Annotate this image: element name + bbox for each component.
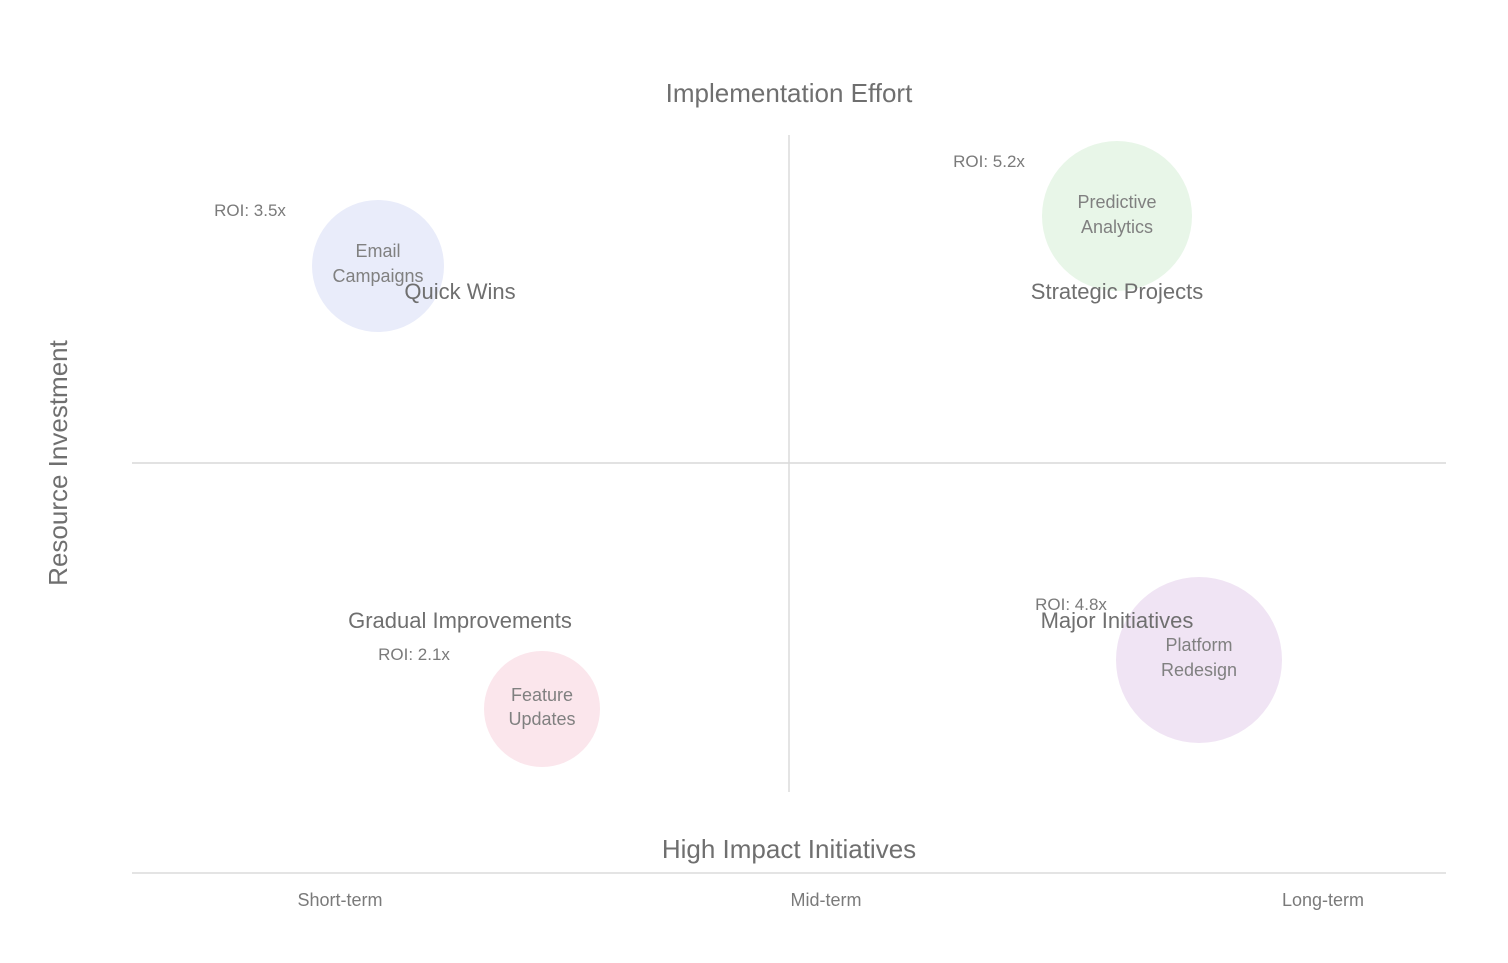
bubble-label-email-line2: Campaigns bbox=[332, 266, 423, 286]
bubble-label-predictive-line1: Predictive bbox=[1077, 192, 1156, 212]
roi-label-platform-redesign: ROI: 4.8x bbox=[1035, 595, 1107, 614]
y-axis-label: Resource Investment bbox=[43, 339, 73, 585]
quadrant-label-quick-wins: Quick Wins bbox=[404, 279, 515, 304]
roi-label-predictive-analytics: ROI: 5.2x bbox=[953, 152, 1025, 171]
bubble-label-email-line1: Email bbox=[355, 241, 400, 261]
bubble-circle-email-campaigns bbox=[312, 200, 444, 332]
quadrant-label-strategic-projects: Strategic Projects bbox=[1031, 279, 1203, 304]
bubble-email-campaigns bbox=[312, 200, 444, 332]
x-tick-mid-term: Mid-term bbox=[791, 890, 862, 910]
bubble-circle-platform-redesign bbox=[1116, 577, 1282, 743]
bubble-label-platform-line2: Redesign bbox=[1161, 660, 1237, 680]
roi-label-feature-updates: ROI: 2.1x bbox=[378, 645, 450, 664]
quadrant-label-gradual-improvements: Gradual Improvements bbox=[348, 608, 572, 633]
bubble-platform-redesign bbox=[1116, 577, 1282, 743]
x-tick-short-term: Short-term bbox=[297, 890, 382, 910]
x-tick-long-term: Long-term bbox=[1282, 890, 1364, 910]
bubble-label-feature-line2: Updates bbox=[508, 709, 575, 729]
bubble-circle-feature-updates bbox=[484, 651, 600, 767]
bubble-label-feature-line1: Feature bbox=[511, 685, 573, 705]
bubble-predictive-analytics bbox=[1042, 141, 1192, 291]
bubble-feature-updates bbox=[484, 651, 600, 767]
roi-label-email-campaigns: ROI: 3.5x bbox=[214, 201, 286, 220]
bubble-label-platform-line1: Platform bbox=[1165, 635, 1232, 655]
top-axis-label: Implementation Effort bbox=[666, 78, 913, 108]
bottom-axis-label: High Impact Initiatives bbox=[662, 834, 916, 864]
quadrant-label-major-initiatives: Major Initiatives bbox=[1041, 608, 1194, 633]
bubble-circle-predictive-analytics bbox=[1042, 141, 1192, 291]
bubble-label-predictive-line2: Analytics bbox=[1081, 217, 1153, 237]
